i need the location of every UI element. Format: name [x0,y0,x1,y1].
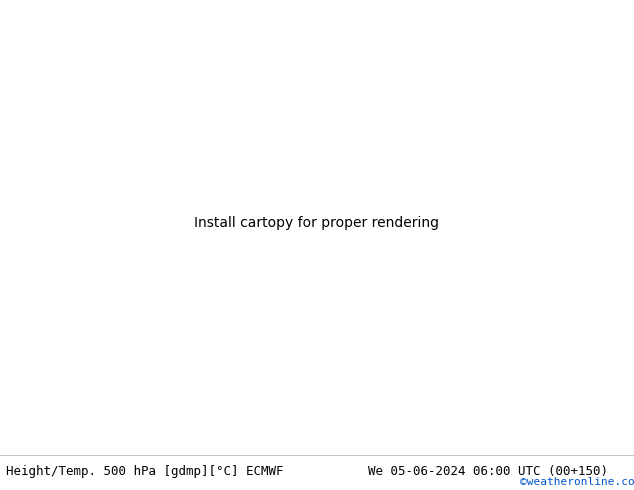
Text: Height/Temp. 500 hPa [gdmp][°C] ECMWF: Height/Temp. 500 hPa [gdmp][°C] ECMWF [6,465,284,478]
Text: ©weatheronline.co.uk: ©weatheronline.co.uk [520,477,634,487]
Text: Install cartopy for proper rendering: Install cartopy for proper rendering [195,216,439,230]
Text: We 05-06-2024 06:00 UTC (00+150): We 05-06-2024 06:00 UTC (00+150) [368,465,608,478]
